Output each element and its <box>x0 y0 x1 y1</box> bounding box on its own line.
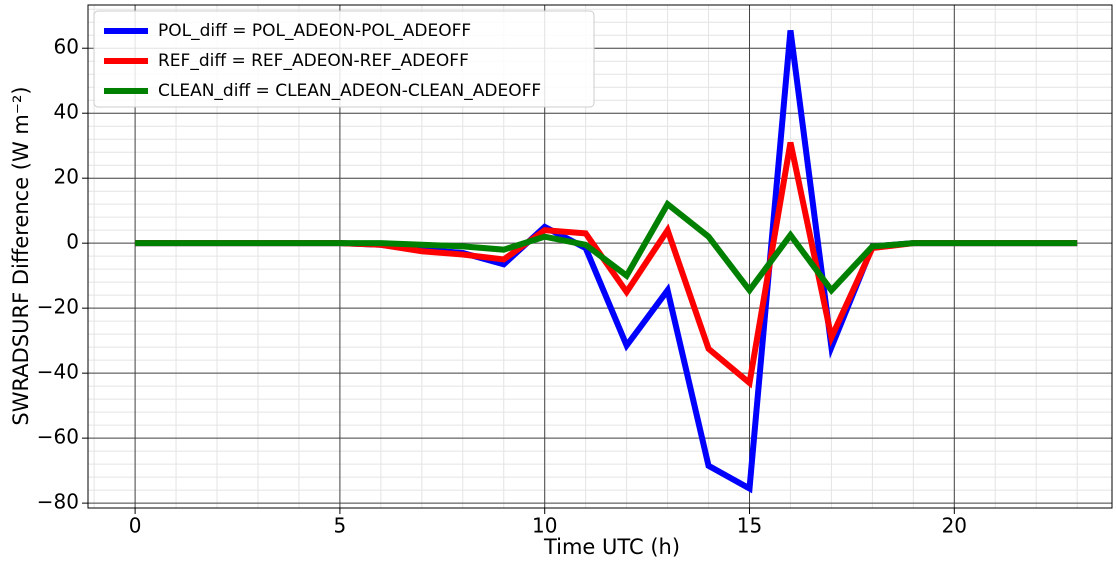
y-tick-label: −60 <box>37 425 79 449</box>
legend-label: POL_diff = POL_ADEON-POL_ADEOFF <box>158 21 471 41</box>
y-axis-label: SWRADSURF Difference (W m⁻²) <box>9 86 33 425</box>
y-tick-label: −20 <box>37 295 79 319</box>
legend-label: CLEAN_diff = CLEAN_ADEON-CLEAN_ADEOFF <box>158 81 541 101</box>
y-tick-label: 60 <box>54 35 79 59</box>
plot-frame <box>87 4 1113 509</box>
y-tick-label: 20 <box>54 165 79 189</box>
y-tick-label: −80 <box>37 490 79 514</box>
data-line <box>135 199 1078 296</box>
x-axis-label: Time UTC (h) <box>543 535 680 559</box>
x-tick-label: 10 <box>532 514 557 538</box>
y-tick-label: 0 <box>66 230 79 254</box>
y-tick-label: −40 <box>37 360 79 384</box>
y-tick-label: 40 <box>54 100 79 124</box>
legend: POL_diff = POL_ADEON-POL_ADEOFF REF_diff … <box>93 10 595 108</box>
x-tick-label: 15 <box>737 514 762 538</box>
x-tick-label: 5 <box>334 514 347 538</box>
x-tick-label: 20 <box>942 514 967 538</box>
x-tick-label: 0 <box>129 514 142 538</box>
legend-box <box>93 10 595 108</box>
legend-label: REF_diff = REF_ADEON-REF_ADEOFF <box>158 51 469 71</box>
